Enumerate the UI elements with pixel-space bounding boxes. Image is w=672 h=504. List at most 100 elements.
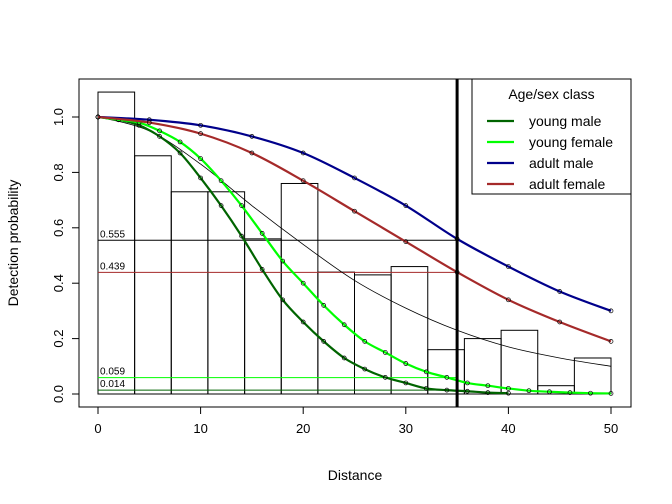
series-1-point-21 [506,390,511,396]
series-2-point-25 [588,390,593,396]
series-3-point-11 [608,308,614,314]
histogram-bar-2 [134,155,172,395]
y-axis-title: Detection probability [5,180,21,307]
series-2-point-6 [198,156,203,161]
series-4-point-2 [146,120,152,125]
series-4-point-9 [506,297,511,303]
series-1-point-11 [300,319,306,325]
series-2-point-7 [218,178,224,184]
overall-curve [97,116,612,367]
histogram-bar-8 [354,274,392,395]
legend-label-1: young male [529,113,602,129]
series-1-point-12 [321,339,327,344]
histogram-bar-12 [500,329,539,395]
reference-line-label-2: 0.439 [100,261,125,272]
series-line-4 [97,115,612,343]
series-1-point-15 [382,375,388,380]
series-2-point-23 [547,389,552,395]
series-3-point-10 [557,289,563,294]
histogram-bar-1 [97,91,136,395]
legend-box [471,78,632,195]
series-4-point-10 [557,319,563,325]
x-tick-label-3: 20 [296,421,310,436]
y-tick-label-3: 0.4 [51,274,66,292]
overall-curve-group [97,116,612,367]
series-4-point-3 [198,131,203,136]
series-4-point-5 [300,178,306,184]
histogram-bar-9 [390,266,429,395]
series-4-point-7 [403,239,409,244]
series-3-point-5 [300,150,306,156]
x-tick-label-1: 0 [94,421,101,436]
reference-line-label-3: 0.059 [100,367,125,378]
y-tick-label-5: 0.8 [51,163,66,181]
series-4-point-11 [608,339,614,344]
series-3-point-7 [403,203,409,208]
series-1-point-7 [218,203,224,208]
x-tick-label-4: 30 [399,421,413,436]
series-4-point-6 [352,208,357,214]
series-2-point-15 [382,350,388,355]
series-1-point-14 [362,366,368,372]
series-1-point-5 [177,150,183,156]
y-tick-label-6: 1.0 [51,108,66,126]
reference-line-label-4: 0.014 [100,379,125,390]
series-1-point-17 [423,386,429,391]
series-2-point-14 [362,339,368,344]
series-2-point-19 [465,380,470,386]
legend-label-4: adult female [529,176,605,192]
series-1-point-16 [403,380,409,386]
histogram-bar-4 [207,191,246,395]
histogram-bar-10 [427,349,465,395]
series-2-point-10 [280,258,286,264]
y-tick-label-1: 0.0 [51,385,66,403]
series-2-point-26 [608,391,614,396]
histogram-bar-5 [244,238,282,395]
series-1-point-19 [465,388,470,394]
y-tick-label-2: 0.2 [51,330,66,348]
series-2-point-13 [341,322,347,328]
x-tick-label-2: 10 [193,421,207,436]
series-line-3 [97,115,612,312]
series-2-point-12 [321,303,327,308]
series-2-point-24 [567,390,573,395]
series-2-point-18 [444,375,450,380]
series-3-point-4 [249,134,255,139]
legend-title: Age/sex class [508,86,594,102]
histogram-bar-7 [317,271,355,395]
series-2-point-5 [177,139,183,145]
series-1-point-8 [239,233,244,239]
series-1-point-13 [341,355,347,361]
series-1-point-18 [444,387,450,393]
series-2-point-4 [157,128,162,134]
series-3-point-9 [506,264,511,269]
legend: Age/sex class young male young female adult… [471,78,632,195]
series-4-point-4 [249,150,255,156]
series-2-point-8 [239,203,244,208]
series-3-point-3 [198,122,203,128]
series-2-point-20 [485,383,491,389]
series-1-point-9 [259,267,265,272]
legend-label-2: young female [529,134,613,150]
series-2-point-16 [403,361,409,366]
series-3-point-6 [352,175,357,181]
x-tick-label-6: 50 [604,421,618,436]
series-2-point-17 [423,369,429,375]
series-2-point-9 [259,230,265,236]
x-axis-title: Distance [328,467,383,483]
legend-label-3: adult male [529,155,594,171]
series-group [95,114,614,396]
series-1-point-4 [157,134,162,139]
series-2-point-11 [300,280,306,286]
series-1-point-6 [198,175,203,181]
reference-line-label-1: 0.555 [100,229,125,240]
x-tick-label-5: 40 [501,421,515,436]
histogram-bar-6 [280,182,319,395]
axes: 0 10 20 30 40 50 0.0 0.2 0.4 0.6 0.8 1.0 [51,78,632,436]
series-line-1 [97,115,509,395]
series-1-point-10 [280,297,286,303]
histogram [97,91,612,395]
series-2-point-21 [506,386,511,391]
